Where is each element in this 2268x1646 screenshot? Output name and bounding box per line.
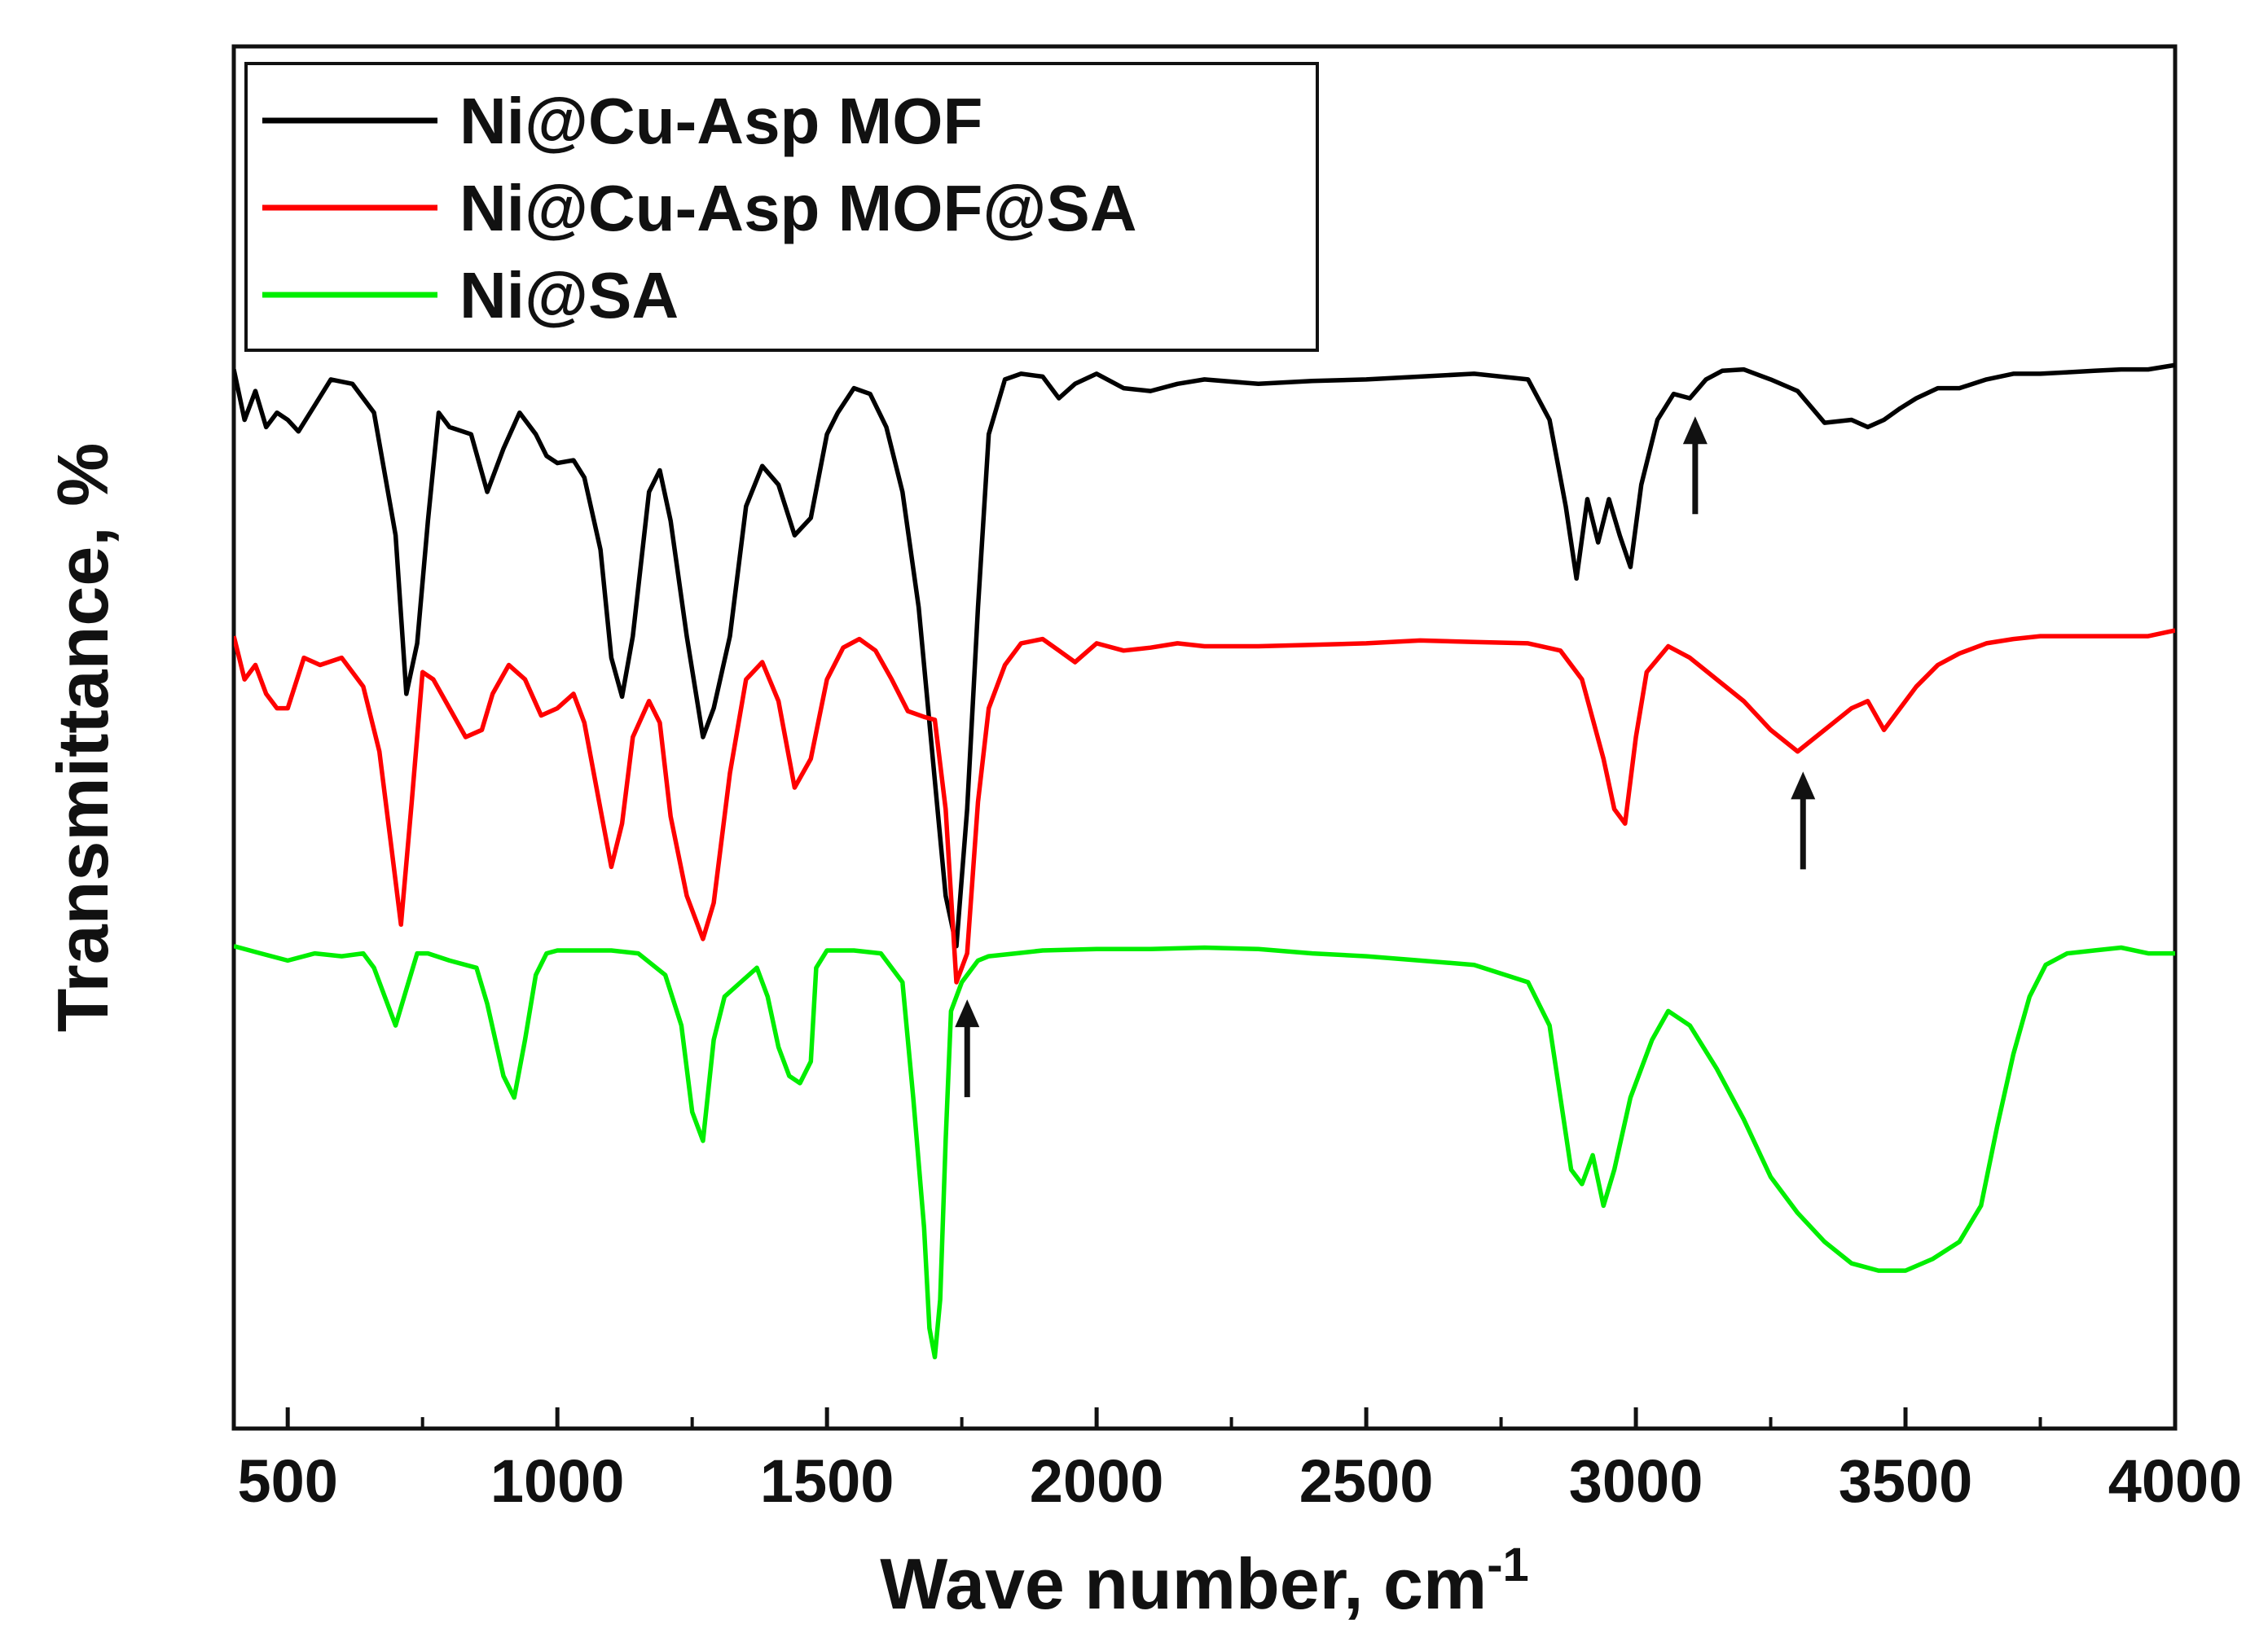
legend-label-1: Ni@Cu-Asp MOF [459,85,982,157]
arrow-head [1791,771,1816,800]
y-axis-title: Transmittance, % [42,443,123,1033]
x-tick-label-1500: 1500 [760,1447,894,1515]
series-line-2 [234,628,2175,985]
series-line-3 [234,944,2175,1360]
series-line-1 [234,362,2175,949]
arrow-marker-1-1 [1682,416,1708,515]
x-tick-label-1000: 1000 [490,1447,625,1515]
marker-layer [955,416,1816,1098]
x-tick-label-500: 500 [237,1447,337,1515]
x-tick-label-2500: 2500 [1299,1447,1434,1515]
arrow-head [1682,416,1708,445]
x-tick-label-3500: 3500 [1839,1447,1973,1515]
x-axis-title: Wave number, cm-1 [880,1538,1529,1624]
x-tick-label-2000: 2000 [1030,1447,1164,1515]
legend-label-2: Ni@Cu-Asp MOF@SA [459,172,1137,244]
series-layer [234,362,2175,1360]
label-layer: 500 1000 1500 2000 2500 3000 3500 4000 Wave numb… [42,443,2242,1624]
x-tick-label-4000: 4000 [2108,1447,2243,1515]
arrow-marker-3-1 [955,999,980,1098]
x-tick-label-3000: 3000 [1569,1447,1703,1515]
axes-layer [231,44,2178,1431]
plot-frame [231,44,2178,1431]
arrow-head [955,999,980,1028]
legend: Ni@Cu-Asp MOF Ni@Cu-Asp MOF@SA Ni@SA [244,62,1319,352]
arrow-marker-2-1 [1791,771,1816,870]
legend-label-3: Ni@SA [459,259,679,331]
